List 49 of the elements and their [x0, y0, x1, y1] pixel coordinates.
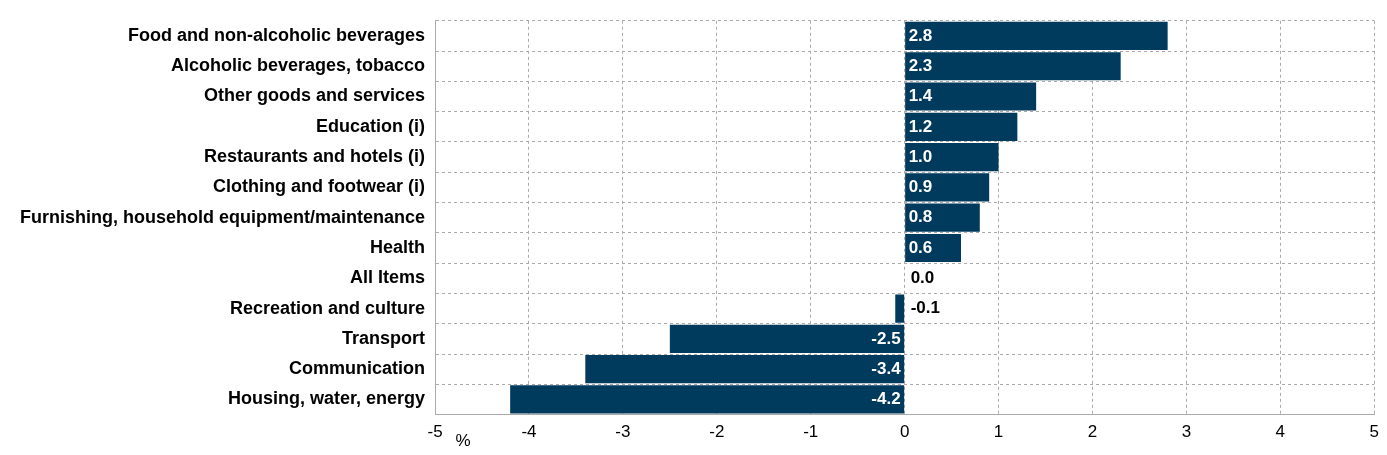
data-label: 2.3: [908, 55, 933, 75]
y-tick-label: Restaurants and hotels (i): [203, 146, 426, 167]
bar: [905, 173, 990, 202]
y-tick-label: Alcoholic beverages, tobacco: [170, 55, 426, 76]
x-tick-label: 5: [1369, 422, 1380, 442]
y-tick-label: Other goods and services: [203, 85, 426, 106]
x-tick-label: -1: [803, 422, 819, 442]
data-label: 0.6: [908, 237, 933, 257]
bar: [510, 385, 905, 414]
data-label: -0.1: [910, 298, 940, 318]
data-label: -2.5: [871, 328, 901, 348]
data-label: 1.2: [908, 116, 933, 136]
y-tick-label: Health: [370, 236, 426, 257]
bar: [905, 21, 1168, 51]
data-label: 0.0: [910, 267, 935, 287]
bar: [905, 143, 999, 172]
y-tick-label: Furnishing, household equipment/maintenance: [20, 206, 426, 227]
y-tick-label: Food and non-alcoholic beverages: [127, 24, 426, 45]
y-tick-label: Recreation and culture: [229, 297, 426, 318]
x-tick-label: -4: [521, 422, 537, 442]
data-label: 1.4: [908, 86, 933, 106]
bar: [905, 203, 980, 232]
y-tick-label: All Items: [350, 267, 426, 288]
x-tick-label: 1: [993, 422, 1004, 442]
x-tick-label: -2: [709, 422, 725, 442]
x-tick-label: -3: [615, 422, 631, 442]
data-label: 0.8: [908, 207, 933, 227]
x-tick-label: 4: [1275, 422, 1286, 442]
data-label: 2.8: [908, 25, 933, 45]
y-tick-label: Transport: [342, 327, 426, 348]
x-tick-label: 2: [1087, 422, 1098, 442]
y-tick-label: Education (i): [316, 115, 426, 136]
data-label: -3.4: [871, 358, 902, 378]
data-label: 1.0: [908, 146, 933, 166]
bar: [669, 324, 905, 353]
data-label: 0.9: [908, 177, 933, 197]
x-tick-label: -5: [427, 422, 443, 442]
y-tick-label: Clothing and footwear (i): [213, 176, 426, 197]
bar: [905, 112, 1018, 141]
x-axis-title: %: [455, 431, 471, 451]
x-tick-label: 0: [899, 422, 910, 442]
bar: [895, 294, 905, 323]
bar: [905, 52, 1121, 81]
x-tick-label: 3: [1181, 422, 1192, 442]
y-tick-label: Communication: [289, 358, 426, 379]
y-tick-label: Housing, water, energy: [227, 388, 426, 409]
data-label: -4.2: [871, 389, 901, 409]
bar: [905, 82, 1037, 111]
bar: [585, 355, 905, 384]
